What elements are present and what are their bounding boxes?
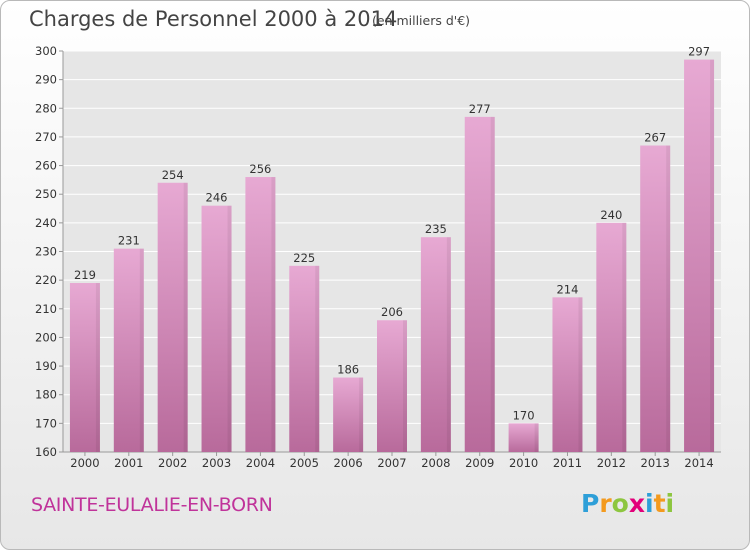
- bar-shade: [666, 145, 671, 452]
- bar-shade: [710, 59, 715, 452]
- y-tick-label: 280: [35, 101, 57, 115]
- y-tick-label: 270: [35, 130, 57, 144]
- bar-value-label: 235: [425, 222, 447, 236]
- bar-value-label: 267: [644, 131, 666, 145]
- chart-subtitle: (en milliers d'€): [372, 13, 471, 28]
- proxiti-logo[interactable]: Proxiti: [581, 489, 674, 518]
- y-tick-label: 170: [35, 416, 57, 430]
- bar: [157, 182, 188, 452]
- bar: [377, 320, 407, 452]
- bar-value-label: 246: [206, 191, 228, 205]
- city-name: SAINTE-EULALIE-EN-BORN: [31, 494, 273, 516]
- bar: [552, 297, 583, 452]
- x-tick-label: 2009: [465, 456, 494, 470]
- x-tick-label: 2012: [597, 456, 626, 470]
- x-tick-label: 2013: [641, 456, 670, 470]
- bar-shade: [315, 265, 320, 452]
- bar-shade: [446, 237, 451, 452]
- x-tick-label: 2003: [202, 456, 231, 470]
- x-tick-label: 2006: [333, 456, 362, 470]
- x-tick-label: 2005: [290, 456, 319, 470]
- bar: [69, 283, 100, 452]
- y-tick-label: 230: [35, 245, 57, 259]
- logo-letter: i: [645, 489, 654, 518]
- bar-shade: [227, 205, 232, 452]
- bar-shade: [534, 423, 539, 452]
- bar: [113, 248, 144, 452]
- y-tick-label: 160: [35, 445, 57, 459]
- bar: [333, 377, 364, 452]
- bar-value-label: 240: [600, 208, 622, 222]
- bar-shade: [139, 248, 144, 452]
- bar-value-label: 297: [688, 45, 710, 59]
- bar: [508, 423, 539, 452]
- bar-value-label: 256: [249, 162, 271, 176]
- y-tick-label: 220: [35, 273, 57, 287]
- bar-value-label: 219: [74, 268, 96, 282]
- bar-shade: [271, 177, 276, 452]
- bar: [245, 177, 276, 452]
- y-tick-label: 180: [35, 388, 57, 402]
- bar: [201, 205, 232, 452]
- y-tick-label: 290: [35, 73, 57, 87]
- bar-value-label: 254: [162, 168, 184, 182]
- bar: [289, 265, 320, 452]
- bar-value-label: 225: [293, 251, 315, 265]
- bar: [640, 145, 671, 452]
- logo-letter: r: [599, 489, 612, 518]
- bar-value-label: 170: [513, 408, 535, 422]
- x-tick-label: 2004: [246, 456, 275, 470]
- x-tick-label: 2008: [421, 456, 450, 470]
- x-tick-label: 2001: [114, 456, 143, 470]
- chart-title: Charges de Personnel 2000 à 2014: [29, 7, 398, 31]
- y-tick-label: 300: [35, 44, 57, 58]
- y-tick-label: 190: [35, 359, 57, 373]
- logo-letter: o: [611, 489, 629, 518]
- bar-shade: [95, 283, 100, 452]
- bar-value-label: 231: [118, 234, 140, 248]
- bar-value-label: 206: [381, 305, 403, 319]
- x-tick-label: 2010: [509, 456, 538, 470]
- x-tick-label: 2007: [377, 456, 406, 470]
- bar-shade: [490, 116, 495, 452]
- bar-value-label: 277: [469, 102, 491, 116]
- y-tick-label: 210: [35, 302, 57, 316]
- bar-shade: [359, 377, 364, 452]
- y-tick-label: 250: [35, 187, 57, 201]
- bar: [464, 116, 495, 452]
- logo-letter: P: [581, 489, 600, 518]
- y-tick-label: 200: [35, 330, 57, 344]
- x-tick-label: 2000: [70, 456, 99, 470]
- bar-shade: [183, 182, 188, 452]
- y-tick-label: 240: [35, 216, 57, 230]
- y-tick-label: 260: [35, 159, 57, 173]
- bar-shade: [578, 297, 583, 452]
- x-tick-label: 2011: [553, 456, 582, 470]
- bar: [596, 222, 627, 452]
- bar-value-label: 186: [337, 363, 359, 377]
- logo-letter: x: [628, 489, 645, 518]
- x-tick-label: 2014: [684, 456, 713, 470]
- bar-shade: [622, 222, 627, 452]
- bar: [420, 237, 451, 452]
- bar-value-label: 214: [556, 282, 578, 296]
- bar-shade: [403, 320, 407, 452]
- logo-letter: i: [665, 489, 675, 518]
- bar: [684, 59, 715, 452]
- x-tick-label: 2002: [158, 456, 187, 470]
- logo-letter: t: [653, 489, 666, 518]
